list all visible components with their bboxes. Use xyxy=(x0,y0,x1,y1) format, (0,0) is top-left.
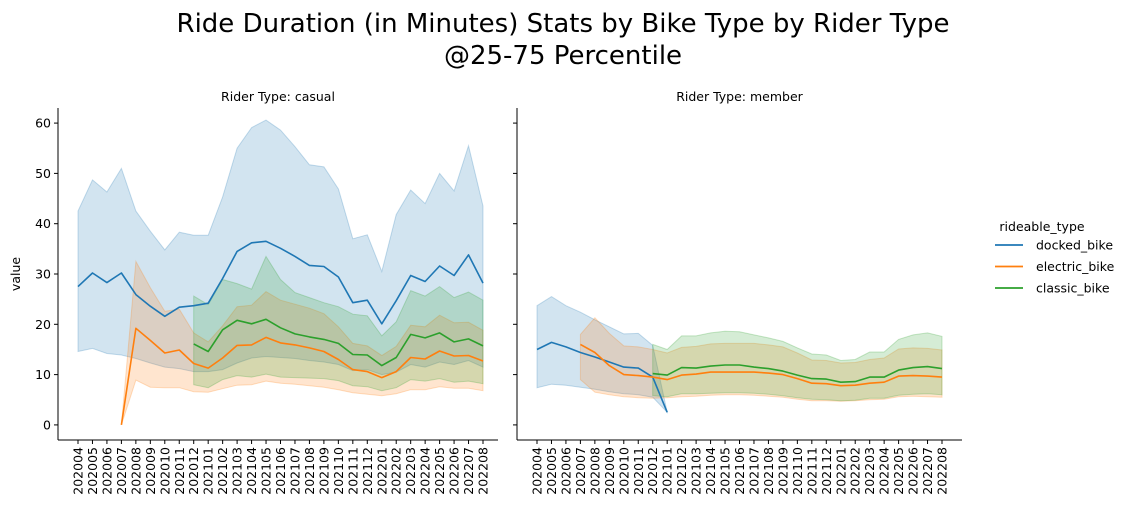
line-classic_bike xyxy=(652,364,943,384)
x-tick-label: 202202 xyxy=(848,447,863,495)
x-tick-label: 202006 xyxy=(99,447,114,495)
x-tick-label: 202105 xyxy=(718,447,733,495)
x-tick-label: 202108 xyxy=(761,447,776,495)
x-tick-label: 202012 xyxy=(186,447,201,495)
x-tick-label: 202010 xyxy=(157,447,172,495)
x-tick-label: 202007 xyxy=(573,447,588,495)
x-tick-label: 202101 xyxy=(201,447,216,495)
x-tick-label: 202101 xyxy=(660,447,675,495)
x-tick-label: 202012 xyxy=(645,447,660,495)
x-tick-label: 202107 xyxy=(288,447,303,495)
x-tick-label: 202204 xyxy=(418,447,433,495)
line-docked_bike xyxy=(77,240,484,325)
x-tick-label: 202106 xyxy=(732,447,747,495)
x-tick-label: 202107 xyxy=(747,447,762,495)
legend-title: rideable_type xyxy=(999,219,1084,234)
x-tick-label: 202103 xyxy=(230,447,245,495)
x-tick-label: 202208 xyxy=(935,447,950,495)
y-tick-label: 30 xyxy=(35,267,51,282)
legend-item-docked_bike: docked_bike xyxy=(995,238,1113,253)
x-tick-label: 202008 xyxy=(587,447,602,495)
facet-title: Rider Type: casual xyxy=(221,89,335,104)
legend: rideable_type docked_bike electric_bikecla… xyxy=(995,219,1115,296)
legend-item-electric_bike: electric_bike xyxy=(995,259,1115,274)
x-tick-label: 202202 xyxy=(389,447,404,495)
band-classic_bike xyxy=(652,330,943,402)
x-tick-label: 202010 xyxy=(616,447,631,495)
x-tick-label: 202203 xyxy=(403,447,418,495)
x-tick-label: 202007 xyxy=(114,447,129,495)
x-tick-label: 202108 xyxy=(302,447,317,495)
x-tick-label: 202111 xyxy=(804,447,819,495)
line-electric_bike xyxy=(120,327,484,426)
line-electric_bike xyxy=(580,343,943,387)
x-tick-label: 202201 xyxy=(374,447,389,495)
x-tick-label: 202206 xyxy=(906,447,921,495)
x-tick-label: 202004 xyxy=(71,447,86,495)
x-tick-label: 202104 xyxy=(244,447,259,495)
x-tick-label: 202109 xyxy=(316,447,331,495)
chart-title: Ride Duration (in Minutes) Stats by Bike… xyxy=(177,9,950,39)
x-tick-label: 202205 xyxy=(891,447,906,495)
line-classic_bike xyxy=(193,318,484,367)
y-axis-label: value xyxy=(8,257,23,291)
y-tick-label: 20 xyxy=(35,317,51,332)
legend-item-classic_bike: classic_bike xyxy=(995,281,1110,296)
x-tick-label: 202112 xyxy=(360,447,375,495)
x-tick-label: 202111 xyxy=(345,447,360,495)
x-tick-label: 202006 xyxy=(558,447,573,495)
x-tick-label: 202005 xyxy=(85,447,100,495)
x-tick-label: 202005 xyxy=(544,447,559,495)
x-tick-label: 202102 xyxy=(215,447,230,495)
x-tick-label: 202208 xyxy=(476,447,491,495)
x-tick-label: 202203 xyxy=(862,447,877,495)
x-tick-label: 202008 xyxy=(128,447,143,495)
facet-title: Rider Type: member xyxy=(676,89,803,104)
chart-subtitle: @25-75 Percentile xyxy=(444,41,682,71)
x-tick-label: 202102 xyxy=(674,447,689,495)
x-tick-label: 202204 xyxy=(877,447,892,495)
legend-label: classic_bike xyxy=(1036,281,1110,296)
x-tick-label: 202112 xyxy=(819,447,834,495)
band-docked_bike xyxy=(77,119,484,376)
x-tick-label: 202011 xyxy=(631,447,646,495)
x-tick-label: 202105 xyxy=(259,447,274,495)
y-tick-label: 50 xyxy=(35,166,51,181)
y-tick-label: 10 xyxy=(35,367,51,382)
x-tick-label: 202106 xyxy=(273,447,288,495)
x-tick-label: 202103 xyxy=(689,447,704,495)
x-tick-label: 202110 xyxy=(331,447,346,495)
x-tick-label: 202009 xyxy=(143,447,158,495)
x-tick-label: 202201 xyxy=(833,447,848,495)
x-tick-label: 202004 xyxy=(530,447,545,495)
x-tick-label: 202207 xyxy=(920,447,935,495)
y-tick-label: 0 xyxy=(43,417,51,432)
y-tick-label: 60 xyxy=(35,116,51,131)
x-tick-label: 202207 xyxy=(461,447,476,495)
x-tick-label: 202206 xyxy=(447,447,462,495)
y-tick-label: 40 xyxy=(35,216,51,231)
x-tick-label: 202109 xyxy=(775,447,790,495)
x-tick-label: 202104 xyxy=(703,447,718,495)
x-tick-label: 202110 xyxy=(790,447,805,495)
x-tick-label: 202011 xyxy=(172,447,187,495)
legend-label: docked_bike xyxy=(1036,238,1113,253)
x-tick-label: 202205 xyxy=(432,447,447,495)
band-docked_bike xyxy=(536,296,669,414)
x-tick-label: 202009 xyxy=(602,447,617,495)
band-electric_bike xyxy=(579,317,943,402)
legend-label: electric_bike xyxy=(1036,259,1115,274)
